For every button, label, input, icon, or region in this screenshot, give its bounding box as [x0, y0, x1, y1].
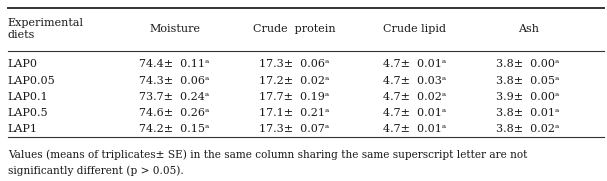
Text: 17.2±  0.02ᵃ: 17.2± 0.02ᵃ — [259, 75, 330, 86]
Text: 4.7±  0.03ᵃ: 4.7± 0.03ᵃ — [382, 75, 446, 86]
Text: 74.6±  0.26ᵃ: 74.6± 0.26ᵃ — [140, 108, 209, 118]
Text: 74.4±  0.11ᵃ: 74.4± 0.11ᵃ — [140, 59, 209, 69]
Text: 4.7±  0.02ᵃ: 4.7± 0.02ᵃ — [382, 92, 446, 102]
Text: 4.7±  0.01ᵃ: 4.7± 0.01ᵃ — [382, 108, 446, 118]
Text: 3.8±  0.01ᵃ: 3.8± 0.01ᵃ — [497, 108, 560, 118]
Text: Moisture: Moisture — [149, 24, 200, 34]
Text: Values (means of triplicates± SE) in the same column sharing the same superscrip: Values (means of triplicates± SE) in the… — [8, 149, 527, 160]
Text: 4.7±  0.01ᵃ: 4.7± 0.01ᵃ — [382, 59, 446, 69]
Text: 3.8±  0.00ᵃ: 3.8± 0.00ᵃ — [497, 59, 560, 69]
Text: significantly different (p > 0.05).: significantly different (p > 0.05). — [8, 166, 184, 176]
Text: Crude  protein: Crude protein — [253, 24, 336, 34]
Text: Experimental
diets: Experimental diets — [8, 18, 84, 40]
Text: Ash: Ash — [518, 24, 538, 34]
Text: LAP0.05: LAP0.05 — [8, 75, 56, 86]
Text: LAP0.5: LAP0.5 — [8, 108, 49, 118]
Text: 4.7±  0.01ᵃ: 4.7± 0.01ᵃ — [382, 124, 446, 134]
Text: 3.9±  0.00ᵃ: 3.9± 0.00ᵃ — [497, 92, 560, 102]
Text: 74.3±  0.06ᵃ: 74.3± 0.06ᵃ — [140, 75, 209, 86]
Text: 73.7±  0.24ᵃ: 73.7± 0.24ᵃ — [140, 92, 209, 102]
Text: 17.3±  0.06ᵃ: 17.3± 0.06ᵃ — [259, 59, 330, 69]
Text: LAP0: LAP0 — [8, 59, 38, 69]
Text: LAP0.1: LAP0.1 — [8, 92, 49, 102]
Text: 17.3±  0.07ᵃ: 17.3± 0.07ᵃ — [259, 124, 330, 134]
Text: LAP1: LAP1 — [8, 124, 38, 134]
Text: Crude lipid: Crude lipid — [383, 24, 446, 34]
Text: 74.2±  0.15ᵃ: 74.2± 0.15ᵃ — [140, 124, 209, 134]
Text: 3.8±  0.05ᵃ: 3.8± 0.05ᵃ — [497, 75, 560, 86]
Text: 17.1±  0.21ᵃ: 17.1± 0.21ᵃ — [259, 108, 330, 118]
Text: 3.8±  0.02ᵃ: 3.8± 0.02ᵃ — [497, 124, 560, 134]
Text: 17.7±  0.19ᵃ: 17.7± 0.19ᵃ — [259, 92, 330, 102]
